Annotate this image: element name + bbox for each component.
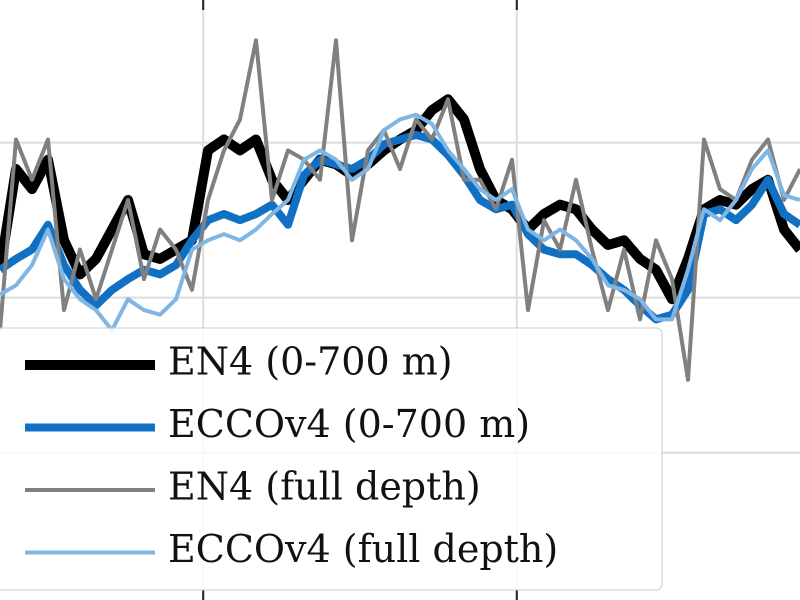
legend-label: ECCOv4 (0-700 m) bbox=[168, 402, 530, 446]
legend-label: EN4 (0-700 m) bbox=[168, 340, 453, 384]
series-line bbox=[0, 112, 800, 333]
legend-label: ECCOv4 (full depth) bbox=[168, 527, 558, 571]
legend-label: EN4 (full depth) bbox=[168, 465, 481, 509]
legend-box bbox=[0, 327, 663, 591]
series-line bbox=[0, 94, 800, 305]
series-line bbox=[0, 38, 800, 382]
series-line bbox=[0, 130, 800, 324]
